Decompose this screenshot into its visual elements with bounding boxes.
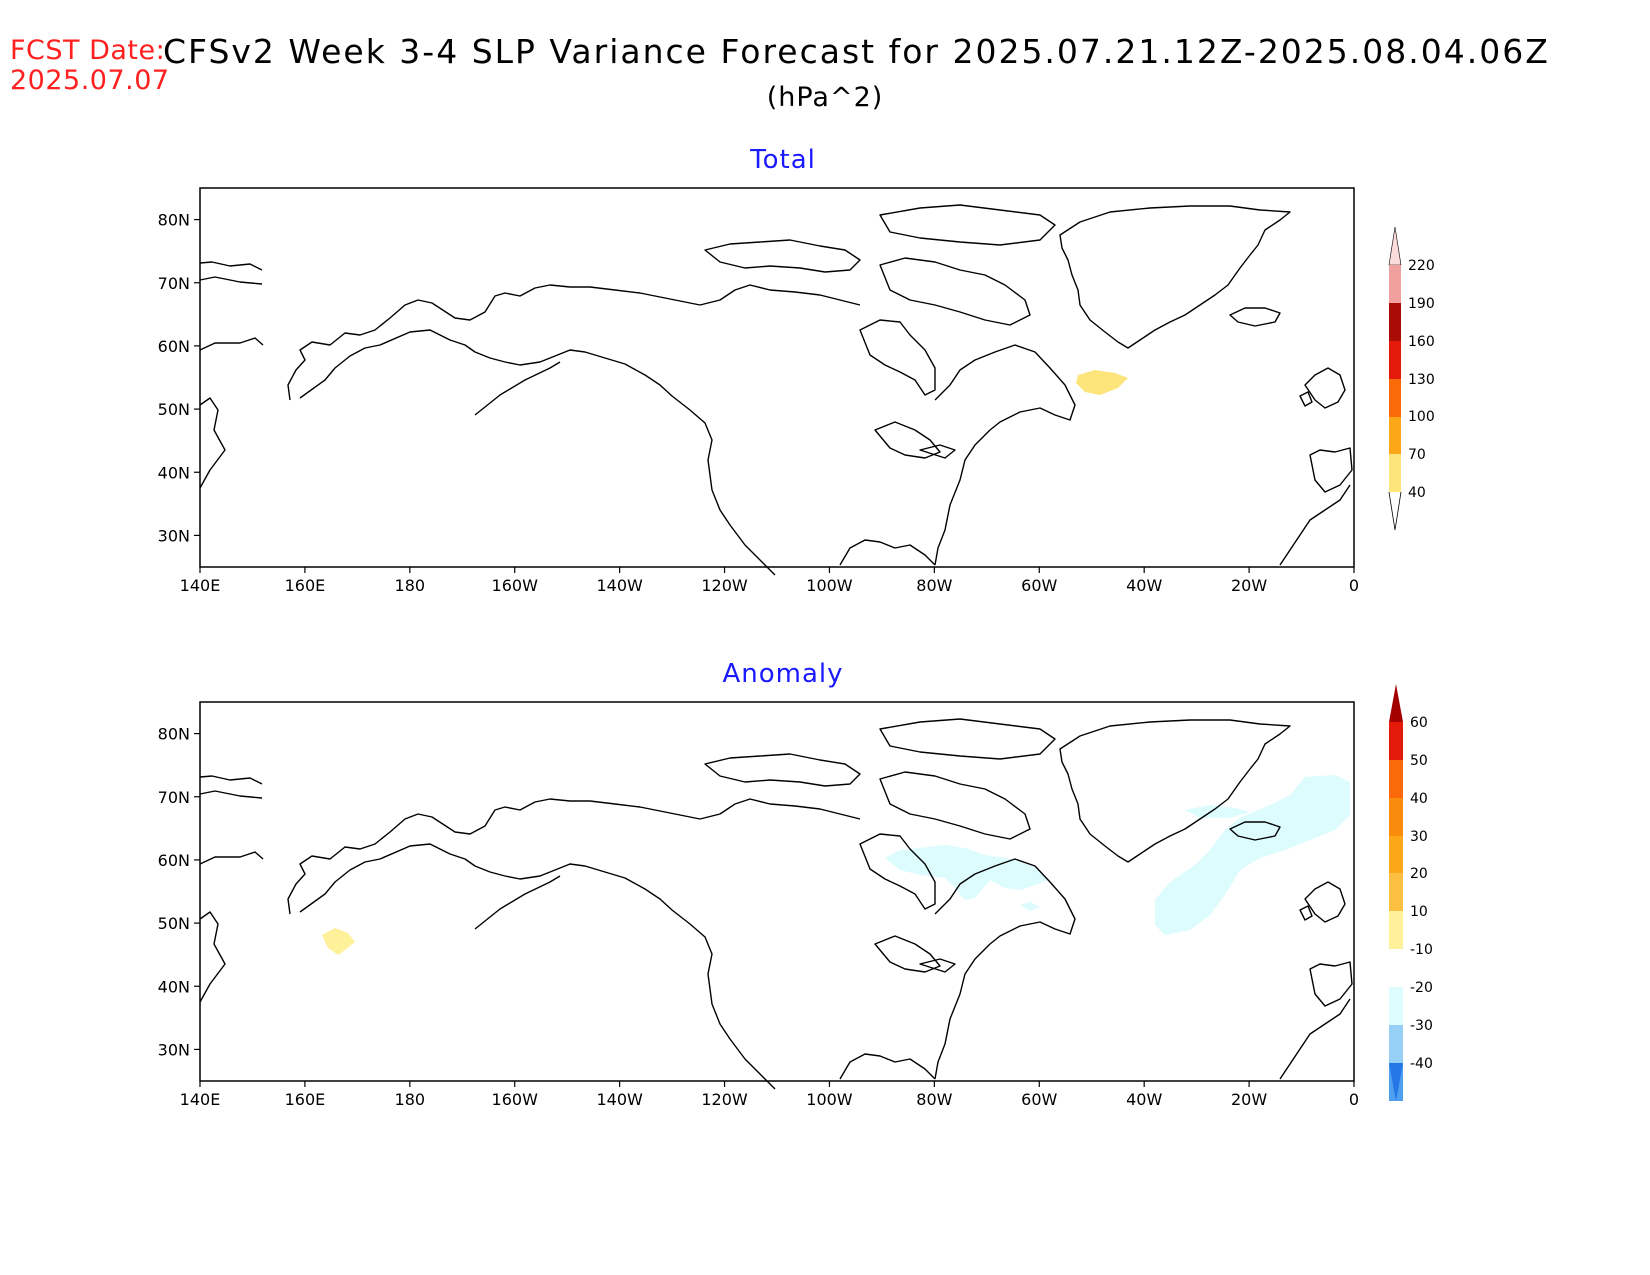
colorbar-anomaly-cell <box>1389 760 1403 798</box>
y-tick-label: 30N <box>158 526 190 545</box>
x-tick-label: 160W <box>492 576 539 595</box>
panel-title-anomaly: Anomaly <box>722 659 843 689</box>
x-tick-label: 160W <box>492 1090 539 1109</box>
colorbar-anomaly-label: -30 <box>1410 1018 1433 1034</box>
colorbar-total-top-arrow <box>1388 226 1402 266</box>
x-tick-label: 20W <box>1231 576 1267 595</box>
units-label: (hPa^2) <box>766 82 884 113</box>
y-tick-label: 40N <box>158 463 190 482</box>
x-tick-label: 160E <box>285 576 326 595</box>
y-tick-label: 80N <box>158 211 190 230</box>
x-tick-label: 80W <box>916 1090 952 1109</box>
x-axis-anomaly: 140E 160E 180 160W 140W 120W 100W 80W 60W 40W 20W 0 <box>180 1081 1359 1109</box>
y-tick-label: 60N <box>158 851 190 870</box>
colorbar-total-label: 160 <box>1408 334 1435 350</box>
y-tick-label: 50N <box>158 914 190 933</box>
panel-anomaly: Anomaly 80N 70N 60N 50N 40N 30N 140E 160E 180 16… <box>158 659 1433 1109</box>
colorbar-anomaly-cell <box>1389 1025 1403 1063</box>
shade-labrador-sea <box>1076 370 1128 395</box>
fcst-date-prefix: FCST Date: <box>10 35 166 66</box>
x-tick-label: 180 <box>395 576 426 595</box>
x-tick-label: 60W <box>1021 1090 1057 1109</box>
colorbar-anomaly-label: 60 <box>1410 715 1428 731</box>
colorbar-anomaly-label: -40 <box>1410 1056 1433 1072</box>
fcst-date-value: 2025.07.07 <box>10 65 170 96</box>
x-tick-label: 160E <box>285 1090 326 1109</box>
map-frame-total-bg <box>200 188 1354 567</box>
colorbar-total-cell <box>1389 303 1401 341</box>
panel-total: Total 80N 70N 60N 50N 40N 30N 140E 160E 180 160W… <box>158 145 1435 595</box>
fcst-date-label: FCST Date: 2025.07.07 <box>10 36 170 96</box>
x-tick-label: 40W <box>1126 1090 1162 1109</box>
x-tick-label: 80W <box>916 576 952 595</box>
colorbar-anomaly-cell <box>1389 987 1403 1025</box>
shade-nw-pacific <box>322 928 355 955</box>
x-tick-label: 120W <box>701 576 748 595</box>
colorbar-total-cell <box>1389 417 1401 454</box>
page-title: CFSv2 Week 3-4 SLP Variance Forecast for… <box>163 32 1550 71</box>
colorbar-total-bottom-arrow <box>1388 491 1402 531</box>
colorbar-anomaly-label: 30 <box>1410 829 1428 845</box>
x-tick-label: 60W <box>1021 576 1057 595</box>
shade-hudson-bay <box>885 845 1048 900</box>
colorbar-total-label: 190 <box>1408 296 1435 312</box>
x-tick-label: 20W <box>1231 1090 1267 1109</box>
shade-quebec-small <box>1020 902 1040 911</box>
panel-title-total: Total <box>749 145 816 175</box>
x-tick-label: 180 <box>395 1090 426 1109</box>
x-tick-label: 0 <box>1349 1090 1359 1109</box>
colorbar-anomaly-bottom-arrow <box>1389 1063 1403 1101</box>
shade-north-atlantic <box>1155 775 1350 935</box>
colorbar-total-label: 40 <box>1408 485 1426 501</box>
map-frame-anomaly <box>199 701 1355 1082</box>
colorbar-total-cell <box>1389 454 1401 492</box>
colorbar-anomaly-label: -10 <box>1410 942 1433 958</box>
colorbar-anomaly-label: 10 <box>1410 904 1428 920</box>
colorbar-total: 220 190 160 130 100 70 40 <box>1388 226 1435 531</box>
colorbar-anomaly-cell <box>1389 873 1403 911</box>
colorbar-anomaly-label: 40 <box>1410 791 1428 807</box>
map-frame-total <box>199 187 1355 568</box>
y-tick-label: 40N <box>158 977 190 996</box>
colorbar-total-cell <box>1389 341 1401 379</box>
x-axis-total: 140E 160E 180 160W 140W 120W 100W 80W 60W 40W 20W 0 <box>180 567 1359 595</box>
x-tick-label: 140W <box>596 576 643 595</box>
y-axis-anomaly: 80N 70N 60N 50N 40N 30N <box>158 725 200 1059</box>
y-axis-total: 80N 70N 60N 50N 40N 30N <box>158 211 200 545</box>
x-tick-label: 140E <box>180 1090 221 1109</box>
colorbar-total-label: 100 <box>1408 409 1435 425</box>
colorbar-anomaly-cell <box>1389 722 1403 760</box>
x-tick-label: 120W <box>701 1090 748 1109</box>
y-tick-label: 70N <box>158 788 190 807</box>
colorbar-anomaly-top-arrow <box>1389 684 1403 722</box>
colorbar-anomaly-label: 20 <box>1410 866 1428 882</box>
y-tick-label: 50N <box>158 400 190 419</box>
colorbar-total-cell <box>1389 265 1401 303</box>
colorbar-total-label: 70 <box>1408 447 1426 463</box>
y-tick-label: 60N <box>158 337 190 356</box>
x-tick-label: 140E <box>180 576 221 595</box>
x-tick-label: 140W <box>596 1090 643 1109</box>
colorbar-anomaly-cell <box>1389 836 1403 873</box>
x-tick-label: 100W <box>806 1090 853 1109</box>
colorbar-anomaly-label: -20 <box>1410 980 1433 996</box>
x-tick-label: 40W <box>1126 576 1162 595</box>
colorbar-anomaly-label: 50 <box>1410 753 1428 769</box>
x-tick-label: 0 <box>1349 576 1359 595</box>
colorbar-total-label: 220 <box>1408 258 1435 274</box>
colorbar-total-cell <box>1389 379 1401 417</box>
colorbar-anomaly-cell <box>1389 949 1403 987</box>
colorbar-total-label: 130 <box>1408 372 1435 388</box>
colorbar-anomaly-cell <box>1389 798 1403 836</box>
y-tick-label: 30N <box>158 1040 190 1059</box>
colorbar-anomaly-cell <box>1389 911 1403 949</box>
y-tick-label: 80N <box>158 725 190 744</box>
x-tick-label: 100W <box>806 576 853 595</box>
colorbar-anomaly: 60 50 40 30 20 10 -10 -20 -30 -40 <box>1389 684 1433 1101</box>
y-tick-label: 70N <box>158 274 190 293</box>
shade-denmark-strait <box>1185 805 1250 818</box>
